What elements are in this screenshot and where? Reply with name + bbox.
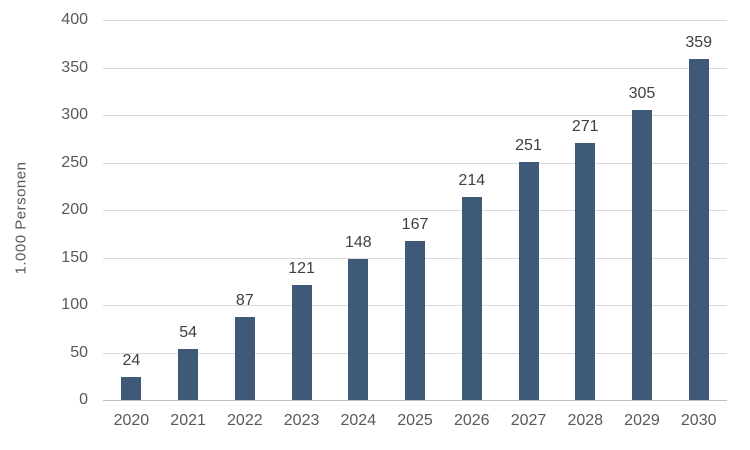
value-label-2028: 271 <box>571 117 599 135</box>
y-tick-label-350: 350 <box>61 58 88 76</box>
bar-slot-2023: 121 <box>273 20 330 400</box>
bar-slot-2022: 87 <box>216 20 273 400</box>
gridline-200 <box>103 210 727 211</box>
y-tick-label-100: 100 <box>61 296 88 313</box>
x-tick-label-2026: 2026 <box>453 412 490 429</box>
value-label-2026: 214 <box>458 171 486 189</box>
bar-2023 <box>291 285 312 400</box>
y-tick-label-300: 300 <box>61 106 88 123</box>
x-tick-label-2029: 2029 <box>624 412 660 429</box>
x-tick-label-2024: 2024 <box>340 412 377 429</box>
bar-2025 <box>405 241 426 400</box>
x-tick-label-2022: 2022 <box>227 412 263 429</box>
gridline-300 <box>103 115 727 116</box>
bar-slot-2025: 167 <box>387 20 444 400</box>
bar-2028 <box>575 142 596 400</box>
x-tick-label-2030: 2030 <box>680 412 717 429</box>
y-tick-label-50: 50 <box>70 343 88 361</box>
y-tick-label-150: 150 <box>61 248 88 266</box>
y-tick-label-250: 250 <box>61 153 88 171</box>
bar-slot-2028: 271 <box>557 20 614 400</box>
y-tick-label-200: 200 <box>61 201 88 218</box>
x-tick-label-2021: 2021 <box>170 412 206 429</box>
value-label-2029: 305 <box>628 85 656 103</box>
gridline-0 <box>103 400 727 401</box>
bar-2029 <box>631 110 652 400</box>
bar-slot-2026: 214 <box>443 20 500 400</box>
gridline-250 <box>103 162 727 164</box>
value-label-2024: 148 <box>344 234 372 252</box>
bar-slot-2024: 148 <box>330 20 387 400</box>
gridline-350 <box>103 67 727 69</box>
bar-2021 <box>178 348 199 400</box>
bar-2024 <box>348 259 369 400</box>
value-label-2027: 251 <box>515 136 542 154</box>
value-label-2022: 87 <box>235 292 254 310</box>
value-label-2030: 359 <box>685 33 713 51</box>
bar-2027 <box>518 161 539 400</box>
bar-slot-2030: 359 <box>670 20 727 400</box>
x-tick-label-2027: 2027 <box>510 412 547 429</box>
x-tick-label-2025: 2025 <box>397 412 433 429</box>
x-axis-labels: 2020 2021 2022 2023 2024 2025 2026 2027 2028 2029… <box>103 412 727 430</box>
bar-2030 <box>688 58 709 400</box>
x-tick-label-2023: 2023 <box>283 412 320 429</box>
bar-slot-2027: 251 <box>500 20 557 400</box>
bar-slot-2021: 54 <box>160 20 217 400</box>
x-tick-label-2028: 2028 <box>567 412 604 429</box>
value-label-2025: 167 <box>401 216 429 234</box>
x-tick-label-2020: 2020 <box>113 412 150 429</box>
value-label-2021: 54 <box>179 323 197 341</box>
plot-area: 24 54 87 121 148 167 214 251 271 305 359 <box>103 20 727 401</box>
bars-row: 24 54 87 121 148 167 214 251 271 305 359 <box>103 20 727 400</box>
y-tick-label-400: 400 <box>61 11 88 28</box>
value-label-2023: 121 <box>288 260 315 278</box>
bar-2022 <box>234 317 255 400</box>
bar-slot-2029: 305 <box>614 20 671 400</box>
bar-slot-2020: 24 <box>103 20 160 400</box>
value-label-2020: 24 <box>122 352 141 370</box>
gridline-400 <box>103 20 727 21</box>
bar-2026 <box>461 196 482 400</box>
bar-2020 <box>121 377 142 400</box>
y-tick-label-0: 0 <box>79 391 88 408</box>
